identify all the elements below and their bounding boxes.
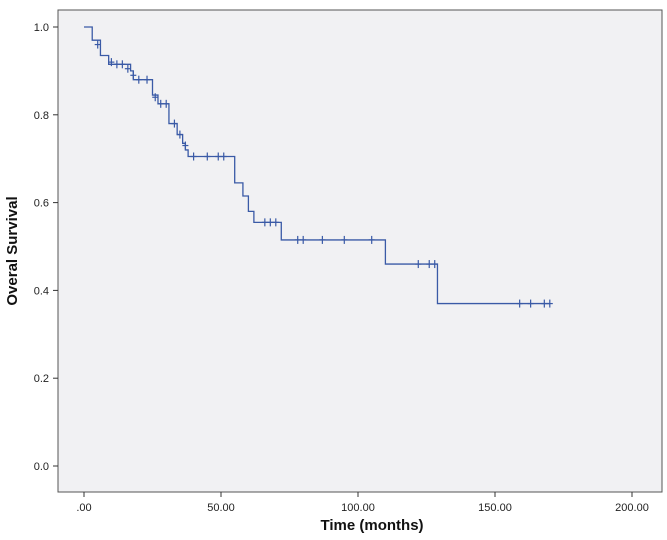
censor-mark (261, 218, 268, 227)
censor-mark (94, 40, 101, 49)
censor-mark (516, 299, 523, 308)
plot-area (57, 9, 663, 493)
censor-mark (527, 299, 534, 308)
y-axis: 0.0 0.2 0.4 0.6 0.8 1.0 (34, 22, 58, 473)
censor-mark (182, 141, 189, 150)
censor-mark (119, 60, 126, 69)
censor-mark (541, 299, 548, 308)
censor-mark (272, 218, 279, 227)
y-tick-label: 1.0 (34, 22, 49, 34)
censor-mark (113, 60, 120, 69)
censor-mark (124, 64, 131, 73)
censor-mark (215, 152, 222, 161)
censor-mark (144, 75, 151, 84)
x-axis-title: Time (months) (320, 517, 423, 534)
y-tick-label: 0.6 (34, 198, 49, 210)
censor-mark (190, 152, 197, 161)
censor-mark (300, 235, 307, 244)
x-tick-label: 100.00 (341, 502, 375, 514)
censor-mark (546, 299, 553, 308)
censor-mark (294, 235, 301, 244)
censor-marks-group (94, 40, 553, 308)
x-tick-label: 200.00 (615, 502, 649, 514)
y-axis-title: Overal Survival (4, 196, 21, 305)
censor-mark (130, 71, 137, 80)
censor-mark (152, 93, 159, 102)
censor-mark (368, 235, 375, 244)
y-tick-label: 0.2 (34, 373, 49, 385)
censor-mark (341, 235, 348, 244)
x-tick-label: 50.00 (207, 502, 235, 514)
censor-mark (267, 218, 274, 227)
censor-mark (204, 152, 211, 161)
y-tick-label: 0.8 (34, 110, 49, 122)
censor-mark (319, 235, 326, 244)
censor-mark (426, 260, 433, 269)
x-axis: .00 50.00 100.00 150.00 200.00 (76, 492, 649, 514)
x-tick-label: 150.00 (478, 502, 512, 514)
censor-mark (108, 58, 115, 67)
censor-mark (163, 99, 170, 108)
censor-mark (220, 152, 227, 161)
censor-mark (135, 75, 142, 84)
censor-mark (415, 260, 422, 269)
y-tick-label: 0.0 (34, 461, 49, 473)
censor-mark (157, 99, 164, 108)
x-tick-label: .00 (76, 502, 91, 514)
y-tick-label: 0.4 (34, 285, 49, 297)
censor-mark (176, 130, 183, 139)
censor-mark (171, 119, 178, 128)
censor-mark (431, 260, 438, 269)
